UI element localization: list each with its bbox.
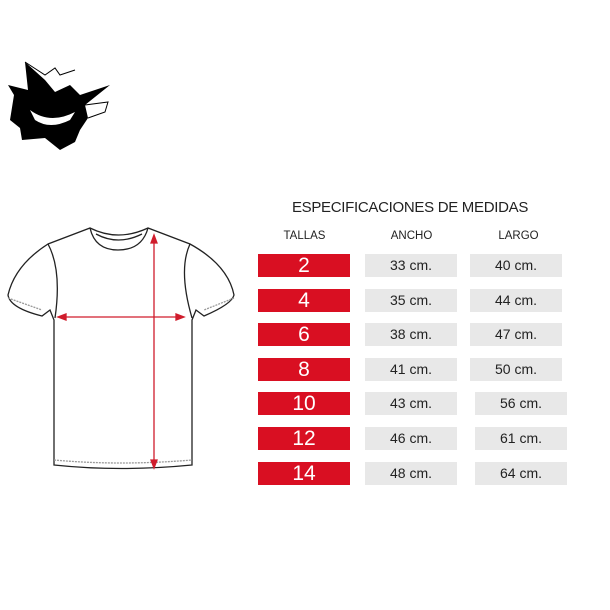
cell-talla: 2 (258, 254, 350, 277)
cell-ancho: 41 cm. (365, 357, 457, 381)
cell-talla: 8 (258, 357, 350, 381)
header-ancho: ANCHO (390, 230, 433, 242)
cell-ancho: 35 cm. (365, 288, 457, 312)
cell-ancho: 46 cm. (365, 427, 457, 450)
cell-talla: 14 (258, 461, 350, 485)
cell-largo: 56 cm. (475, 392, 567, 416)
cell-ancho: 38 cm. (365, 323, 457, 347)
cell-ancho: 43 cm. (365, 392, 457, 416)
cell-ancho: 48 cm. (365, 461, 457, 485)
cell-largo: 47 cm. (470, 323, 562, 347)
cell-largo: 50 cm. (470, 357, 562, 381)
cell-talla: 4 (258, 288, 350, 312)
header-tallas: TALLAS (283, 230, 326, 242)
cell-largo: 44 cm. (470, 288, 562, 312)
cell-largo: 40 cm. (470, 254, 562, 277)
cell-largo: 64 cm. (475, 461, 567, 485)
cell-talla: 10 (258, 392, 350, 416)
cell-ancho: 33 cm. (365, 254, 457, 277)
cell-talla: 12 (258, 427, 350, 450)
cell-talla: 6 (258, 323, 350, 347)
tshirt-diagram (7, 227, 235, 470)
header-largo: LARGO (498, 230, 539, 242)
table-title: ESPECIFICACIONES DE MEDIDAS (291, 199, 529, 216)
cell-largo: 61 cm. (475, 427, 567, 450)
ghost-logo-icon (8, 61, 110, 150)
measurement-arrows (56, 233, 186, 470)
